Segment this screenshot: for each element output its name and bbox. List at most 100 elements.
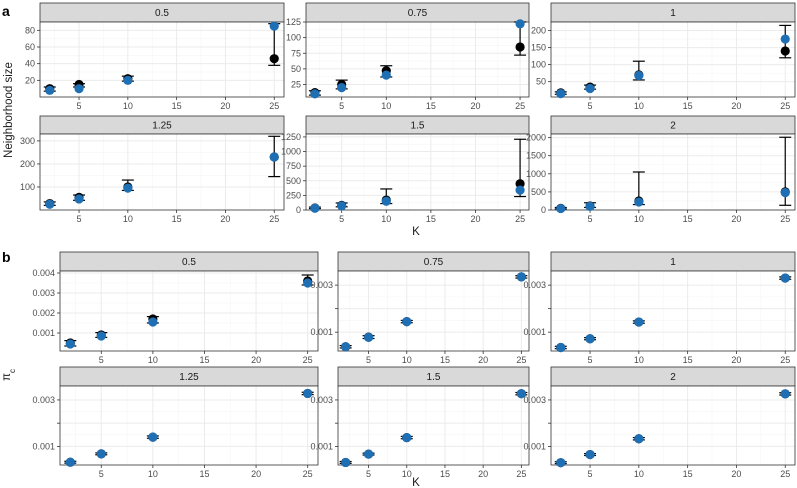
facet-panel-bg-a-2 [551, 134, 795, 210]
y-tick-label: 25 [291, 80, 301, 90]
facet-strip-label-a-0_5: 0.5 [155, 8, 169, 19]
facet-panel-border-b-1_25 [59, 385, 319, 466]
y-axis-title-b: πc [1, 369, 17, 381]
x-tick-label: 10 [634, 101, 644, 111]
x-tick-label: 5 [339, 214, 344, 224]
facet-a-1_5: 1.5 0 250 500 750 1000 1250 5 10 15 20 25 [281, 115, 530, 224]
x-tick-label: 15 [426, 214, 436, 224]
facet-a-0_5: 0.5 20 40 60 80 5 10 15 20 25 [25, 2, 285, 111]
x-tick-label: 20 [478, 469, 488, 479]
x-tick-label: 20 [470, 214, 480, 224]
x-tick-label: 15 [199, 469, 209, 479]
facet-panel-border-b-1 [550, 270, 796, 352]
data-point [310, 89, 320, 99]
facet-b-1_5: 1.5 0.001 0.003 5 10 15 20 25 [310, 366, 530, 479]
x-tick-label: 5 [366, 469, 371, 479]
x-tick-label: 25 [303, 355, 313, 365]
x-tick-label: 20 [470, 101, 480, 111]
facet-panel-border-a-1_25 [39, 133, 285, 211]
x-tick-label: 5 [588, 469, 593, 479]
data-point [269, 21, 279, 31]
x-axis-title-b: K [412, 477, 420, 488]
x-tick-label: 20 [220, 214, 230, 224]
y-tick-label: 20 [25, 75, 35, 85]
x-tick-label: 5 [366, 355, 371, 365]
y-tick-label: 500 [531, 187, 546, 197]
x-tick-label: 5 [588, 101, 593, 111]
x-tick-label: 25 [516, 469, 526, 479]
facet-panel-border-b-0_75 [337, 270, 530, 352]
x-tick-label: 10 [148, 469, 158, 479]
x-tick-label: 15 [172, 214, 182, 224]
y-tick-label: 75 [291, 48, 301, 58]
y-tick-label: 50 [291, 64, 301, 74]
y-tick-label: 0.003 [310, 280, 333, 290]
data-point [303, 388, 313, 399]
y-tick-label: 200 [531, 26, 546, 36]
x-tick-label: 10 [381, 101, 391, 111]
facet-panel-border-b-2 [550, 385, 796, 466]
facet-panel-border-b-1_5 [337, 385, 530, 466]
facet-panel-border-a-1_5 [305, 133, 530, 211]
x-tick-label: 25 [269, 214, 279, 224]
x-tick-label: 10 [381, 214, 391, 224]
data-point [148, 317, 158, 327]
y-tick-label: 1250 [281, 132, 301, 142]
facet-strip-label-b-1_5: 1.5 [427, 372, 441, 383]
facet-panel-border-a-2 [550, 133, 796, 211]
x-tick-label: 15 [683, 355, 693, 365]
y-tick-label: 40 [25, 59, 35, 69]
data-point [556, 203, 566, 214]
mean-point [780, 46, 790, 56]
y-tick-label: 250 [286, 190, 301, 200]
x-tick-label: 25 [269, 101, 279, 111]
data-point [516, 272, 526, 282]
facet-panel-bg-a-1_5 [306, 134, 529, 210]
data-point [45, 85, 55, 95]
y-axis-title-a: Neighborhood size [3, 62, 15, 158]
data-point [780, 389, 790, 399]
x-tick-label: 15 [440, 355, 450, 365]
facet-b-1_25: 1.25 0.001 0.003 5 10 15 20 25 [32, 366, 319, 479]
facet-panel-border-a-0_75 [305, 21, 530, 98]
facet-strip-label-a-1: 1 [670, 8, 676, 19]
x-tick-label: 15 [683, 469, 693, 479]
facet-strip-label-a-1_5: 1.5 [411, 121, 425, 132]
x-tick-label: 20 [251, 355, 261, 365]
x-tick-label: 10 [634, 355, 644, 365]
data-point [634, 317, 644, 327]
y-tick-label: 0.001 [310, 327, 333, 337]
data-point [363, 449, 374, 459]
facet-strip-label-a-1_25: 1.25 [152, 121, 172, 132]
data-point [123, 75, 133, 85]
data-point [65, 457, 75, 467]
data-point [780, 188, 790, 198]
y-tick-label: 125 [286, 17, 301, 27]
data-point [634, 197, 644, 207]
y-tick-label: 50 [536, 77, 546, 87]
x-tick-label: 15 [199, 355, 209, 365]
data-point [74, 194, 84, 204]
panel-letter-a: a [2, 3, 10, 19]
x-tick-label: 10 [148, 355, 158, 365]
y-tick-label: 0.001 [310, 441, 333, 451]
y-tick-label: 80 [25, 25, 35, 35]
data-point [585, 83, 595, 94]
data-point [74, 84, 84, 94]
facet-strip-label-a-2: 2 [670, 121, 676, 132]
data-point [634, 70, 644, 81]
x-tick-label: 5 [77, 214, 82, 224]
facet-b-1: 1 0.001 0.003 5 10 15 20 25 [523, 251, 796, 365]
facet-b-2: 2 0.001 0.003 5 10 15 20 25 [523, 366, 796, 479]
y-tick-label: 0 [296, 205, 301, 215]
data-point [96, 449, 106, 459]
mean-point [515, 179, 525, 189]
x-tick-label: 10 [123, 214, 133, 224]
x-tick-label: 25 [780, 214, 790, 224]
x-tick-label: 5 [339, 101, 344, 111]
facet-b-0_75: 0.75 0.001 0.003 5 10 15 20 25 [310, 251, 530, 365]
y-tick-label: 1500 [526, 151, 546, 161]
facet-a-1_25: 1.25 100 200 300 5 10 15 20 25 [20, 115, 285, 224]
